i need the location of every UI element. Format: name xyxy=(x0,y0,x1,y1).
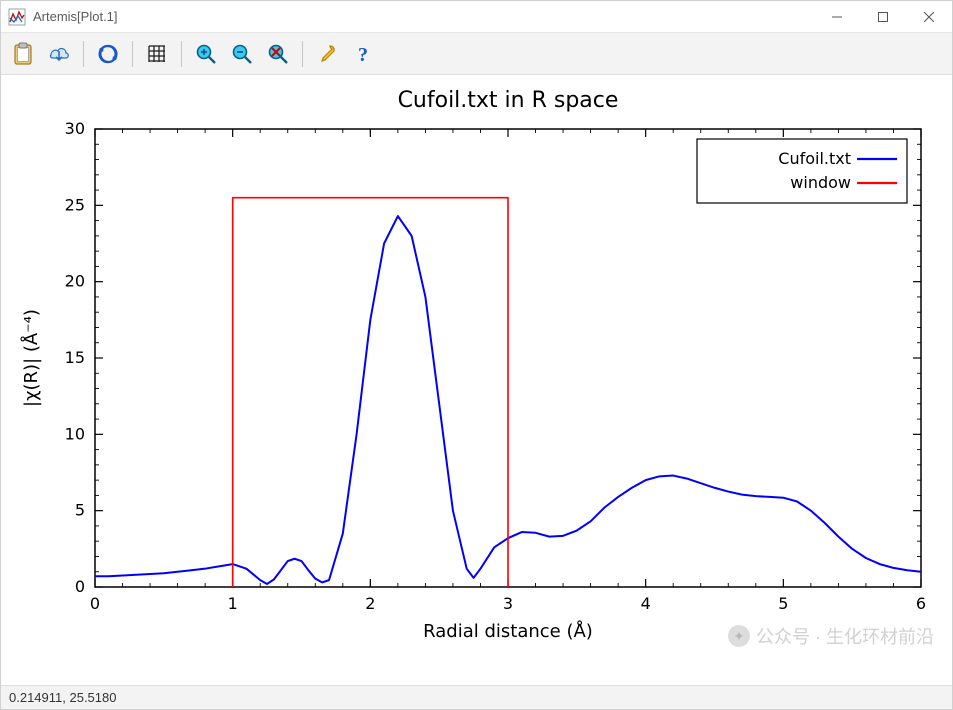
svg-text:15: 15 xyxy=(65,348,85,367)
clipboard-icon[interactable] xyxy=(7,38,39,70)
help-icon[interactable]: ? xyxy=(347,38,379,70)
zoom-in-icon[interactable] xyxy=(190,38,222,70)
minimize-button[interactable] xyxy=(814,1,860,32)
statusbar: 0.214911, 25.5180 xyxy=(1,685,952,709)
app-window: Artemis[Plot.1] xyxy=(0,0,953,710)
svg-text:30: 30 xyxy=(65,119,85,138)
zoom-cancel-icon[interactable] xyxy=(262,38,294,70)
close-button[interactable] xyxy=(906,1,952,32)
toolbar-separator xyxy=(302,41,303,67)
plot-area[interactable]: Cufoil.txt in R space 0 1 2 3 4 5 6 0 5 10 15 20 25 30… xyxy=(1,75,952,685)
svg-text:0: 0 xyxy=(75,577,85,596)
chart-svg: Cufoil.txt in R space 0 1 2 3 4 5 6 0 5 10 15 20 25 30… xyxy=(1,75,952,683)
cursor-coords: 0.214911, 25.5180 xyxy=(9,690,116,705)
maximize-button[interactable] xyxy=(860,1,906,32)
window-title: Artemis[Plot.1] xyxy=(33,9,118,24)
zoom-out-icon[interactable] xyxy=(226,38,258,70)
svg-text:Radial distance (Å): Radial distance (Å) xyxy=(423,620,593,642)
refresh-icon[interactable] xyxy=(92,38,124,70)
svg-text:Cufoil.txt in R space: Cufoil.txt in R space xyxy=(398,88,619,113)
window-controls xyxy=(814,1,952,32)
toolbar-separator xyxy=(132,41,133,67)
svg-text:4: 4 xyxy=(641,594,651,613)
svg-text:|χ(R)| (Å⁻⁴): |χ(R)| (Å⁻⁴) xyxy=(20,309,42,407)
svg-text:2: 2 xyxy=(365,594,375,613)
save-icon[interactable] xyxy=(43,38,75,70)
grid-icon[interactable] xyxy=(141,38,173,70)
app-icon xyxy=(7,7,27,27)
svg-text:6: 6 xyxy=(916,594,926,613)
svg-text:0: 0 xyxy=(90,594,100,613)
svg-text:25: 25 xyxy=(65,195,85,214)
toolbar: ? xyxy=(1,33,952,75)
svg-text:10: 10 xyxy=(65,424,85,443)
svg-text:?: ? xyxy=(358,44,368,65)
svg-text:window: window xyxy=(790,173,851,192)
titlebar: Artemis[Plot.1] xyxy=(1,1,952,33)
wrench-icon[interactable] xyxy=(311,38,343,70)
svg-text:1: 1 xyxy=(228,594,238,613)
svg-text:5: 5 xyxy=(75,501,85,520)
svg-text:5: 5 xyxy=(778,594,788,613)
svg-text:20: 20 xyxy=(65,272,85,291)
svg-text:3: 3 xyxy=(503,594,513,613)
toolbar-separator xyxy=(181,41,182,67)
toolbar-separator xyxy=(83,41,84,67)
svg-text:Cufoil.txt: Cufoil.txt xyxy=(778,149,851,168)
